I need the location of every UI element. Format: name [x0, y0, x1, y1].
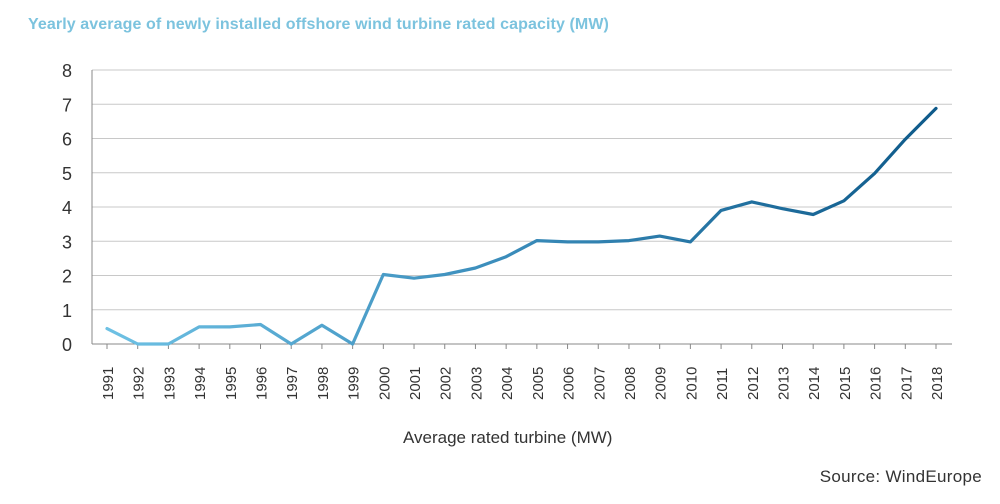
x-tick-label: 2014 — [806, 367, 823, 400]
x-tick-label: 1998 — [315, 367, 332, 400]
y-tick-label: 4 — [62, 198, 72, 218]
legend-label: Average rated turbine (MW) — [403, 428, 612, 447]
grid-lines — [92, 69, 952, 311]
y-tick-label: 3 — [62, 232, 72, 252]
x-tick-label: 2001 — [407, 367, 424, 400]
x-tick-label: 2008 — [622, 367, 639, 400]
x-tick-label: 2009 — [653, 367, 670, 400]
x-tick-label: 1992 — [131, 367, 148, 400]
x-tick-label: 2018 — [929, 367, 946, 400]
chart-title: Yearly average of newly installed offsho… — [28, 16, 609, 33]
x-tick-label: 2016 — [868, 367, 885, 400]
y-tick-label: 7 — [62, 95, 72, 115]
x-tick-label: 1993 — [161, 367, 178, 400]
y-tick-label: 6 — [62, 130, 72, 150]
source-note: Source: WindEurope — [819, 467, 982, 486]
x-tick-label: 2017 — [898, 367, 915, 400]
series-line — [105, 106, 938, 346]
y-tick-label: 0 — [62, 335, 72, 355]
x-tick-label: 1996 — [254, 367, 271, 400]
y-tick-label: 5 — [62, 164, 72, 184]
x-tick-label: 2000 — [376, 367, 393, 400]
x-tick-label: 1999 — [346, 367, 363, 400]
x-tick-label: 2002 — [438, 367, 455, 400]
x-tick-label: 2015 — [837, 367, 854, 400]
x-tick-label: 2005 — [530, 367, 547, 400]
axes — [91, 70, 952, 349]
legend: Average rated turbine (MW) — [347, 428, 612, 447]
y-tick-label: 1 — [62, 301, 72, 321]
y-tick-label: 2 — [62, 267, 72, 287]
y-tick-labels: 0 1 2 3 4 5 6 7 8 — [62, 61, 72, 355]
x-tick-label: 2011 — [714, 368, 731, 400]
x-tick-label: 2013 — [775, 367, 792, 400]
x-tick-label: 2012 — [745, 367, 762, 400]
x-tick-label: 1991 — [100, 367, 117, 400]
x-tick-label: 2007 — [591, 367, 608, 400]
x-tick-label: 2003 — [468, 367, 485, 400]
x-tick-label: 2004 — [499, 367, 516, 400]
x-tick-label: 2006 — [561, 367, 578, 400]
x-tick-label: 1997 — [284, 367, 301, 400]
series-lines — [105, 106, 938, 346]
y-tick-label: 8 — [62, 61, 72, 81]
x-tick-label: 2010 — [683, 367, 700, 400]
x-tick-label: 1994 — [192, 367, 209, 400]
x-tick-labels: 1991 1992 1993 1994 1995 1996 1997 1998 1999 2000… — [100, 367, 946, 400]
x-tick-label: 1995 — [223, 367, 240, 400]
